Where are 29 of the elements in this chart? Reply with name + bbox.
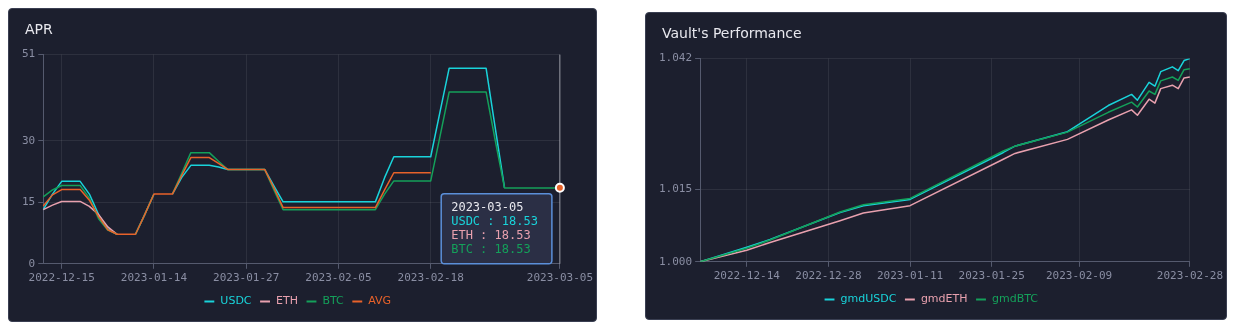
y-tick-label: 1.000: [658, 254, 693, 268]
legend-label: gmdBTC: [992, 292, 1039, 306]
legend-label: AVG: [368, 294, 392, 308]
legend-label: gmdETH: [920, 292, 968, 306]
x-tick-label: 2023-01-25: [958, 269, 1025, 283]
y-tick-label: 15: [22, 195, 36, 209]
annotation: 2023-03-05 USDC : 18.53 ETH : 18.53 BTC : 18.53: [451, 199, 538, 256]
chart-title: Vault's Performance: [662, 25, 802, 41]
legend-label: USDC: [220, 294, 252, 308]
x-tick-label: 2023-02-28: [1156, 269, 1223, 283]
legend-label: gmdUSDC: [840, 292, 897, 306]
y-tick-label: 30: [22, 133, 36, 147]
x-tick-label: 2023-02-05: [305, 271, 372, 285]
legend-label: BTC: [322, 294, 345, 308]
x-tick-label: 2023-01-11: [876, 269, 944, 283]
y-tick-label: 0: [28, 256, 36, 270]
x-tick-label: 2023-03-05: [526, 271, 593, 285]
x-tick-label: 2022-12-14: [713, 269, 781, 283]
legend-label: ETH: [276, 294, 298, 308]
y-tick-label: 1.042: [658, 51, 693, 65]
x-tick-label: 2023-02-18: [397, 271, 464, 285]
x-tick-label: 2023-02-09: [1045, 269, 1113, 283]
x-tick-label: 2023-01-27: [213, 271, 280, 285]
y-tick-label: 1.015: [658, 182, 693, 196]
chart-title: APR: [25, 21, 53, 37]
y-tick-label: 51: [22, 47, 36, 61]
x-tick-label: 2022-12-28: [795, 269, 862, 283]
x-tick-label: 2022-12-15: [28, 271, 95, 285]
x-tick-label: 2023-01-14: [120, 271, 188, 285]
